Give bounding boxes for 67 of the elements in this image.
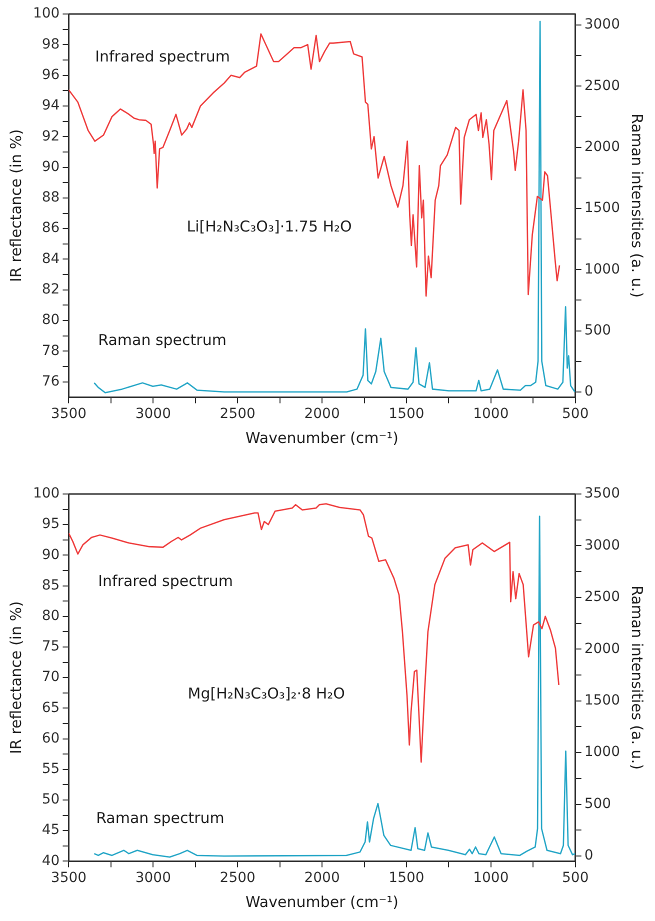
y2-tick-label: 2000 (584, 138, 620, 155)
x-tick-label: 500 (562, 870, 589, 886)
x-axis-title: Wavenumber (cm⁻¹) (246, 892, 399, 911)
y-tick-label: 75 (42, 638, 60, 655)
y-tick-label: 76 (42, 374, 60, 390)
annotation: Li[H₂N₃C₃O₃]·1.75 H₂O (186, 218, 352, 236)
y2-tick-label: 0 (584, 384, 594, 400)
x-tick-label: 1000 (473, 870, 509, 886)
y-tick-label: 82 (42, 282, 60, 298)
y2-tick-label: 1000 (584, 744, 620, 760)
y2-tick-label: 2000 (584, 640, 620, 657)
y2-tick-label: 0 (584, 848, 594, 864)
x-tick-label: 3000 (135, 406, 171, 422)
x-tick-label: 3500 (50, 406, 87, 422)
y-tick-label: 98 (42, 36, 60, 52)
y2-axis-title: Raman intensities (a. u.) (628, 113, 646, 298)
annotation: Mg[H₂N₃C₃O₃]₂·8 H₂O (188, 684, 345, 703)
y-tick-label: 80 (42, 608, 60, 624)
x-tick-label: 2000 (304, 870, 340, 886)
x-tick-label: 1500 (388, 870, 424, 886)
y2-tick-label: 2500 (584, 589, 620, 606)
series-label: Raman spectrum (96, 809, 224, 828)
y2-tick-label: 1500 (584, 692, 620, 709)
y2-axis-title: Raman intensities (a. u.) (628, 585, 646, 770)
y2-tick-label: 1500 (584, 200, 620, 216)
x-tick-label: 500 (562, 406, 589, 422)
y-tick-label: 100 (32, 6, 60, 22)
y2-tick-label: 500 (584, 322, 612, 338)
y2-tick-label: 1000 (584, 261, 620, 278)
y-tick-label: 90 (42, 546, 60, 563)
y2-tick-label: 500 (584, 796, 612, 812)
y-tick-label: 80 (42, 312, 60, 328)
y-tick-label: 78 (42, 342, 60, 359)
y-tick-label: 45 (42, 822, 60, 838)
y-tick-label: 86 (42, 220, 60, 236)
x-tick-label: 3500 (50, 870, 87, 886)
y-tick-label: 100 (32, 486, 60, 502)
y-tick-label: 70 (42, 669, 60, 686)
y2-tick-label: 2500 (584, 78, 620, 94)
x-tick-label: 3000 (135, 870, 171, 886)
y-tick-label: 96 (42, 66, 60, 83)
y-tick-label: 55 (42, 761, 60, 778)
y-tick-label: 92 (42, 128, 60, 144)
x-axis-title: Wavenumber (cm⁻¹) (246, 428, 399, 447)
x-tick-label: 1000 (473, 406, 509, 422)
text: Raman spectrum (98, 331, 226, 350)
y-tick-label: 65 (42, 700, 60, 716)
series-label: Infrared spectrum (98, 572, 234, 590)
y2-tick-label: 3000 (584, 537, 620, 554)
y2-tick-label: 3000 (584, 16, 620, 33)
y-tick-label: 50 (42, 792, 60, 808)
y-tick-label: 84 (42, 250, 60, 267)
x-tick-label: 1500 (388, 406, 424, 422)
x-tick-label: 2500 (220, 406, 256, 422)
x-tick-label: 2000 (304, 406, 340, 422)
y-axis-title: IR reflectance (in %) (6, 601, 25, 754)
x-tick-label: 2500 (220, 870, 256, 886)
y-axis-title: IR reflectance (in %) (6, 129, 25, 282)
y-tick-label: 85 (42, 577, 60, 594)
y2-tick-label: 3500 (584, 486, 620, 502)
series-label: Infrared spectrum (95, 48, 230, 66)
y-tick-label: 95 (42, 516, 60, 532)
y-tick-label: 60 (42, 730, 60, 746)
y-tick-label: 40 (42, 852, 60, 869)
y-tick-label: 90 (42, 158, 60, 175)
y-tick-label: 94 (42, 98, 60, 114)
y-tick-label: 88 (42, 190, 60, 206)
